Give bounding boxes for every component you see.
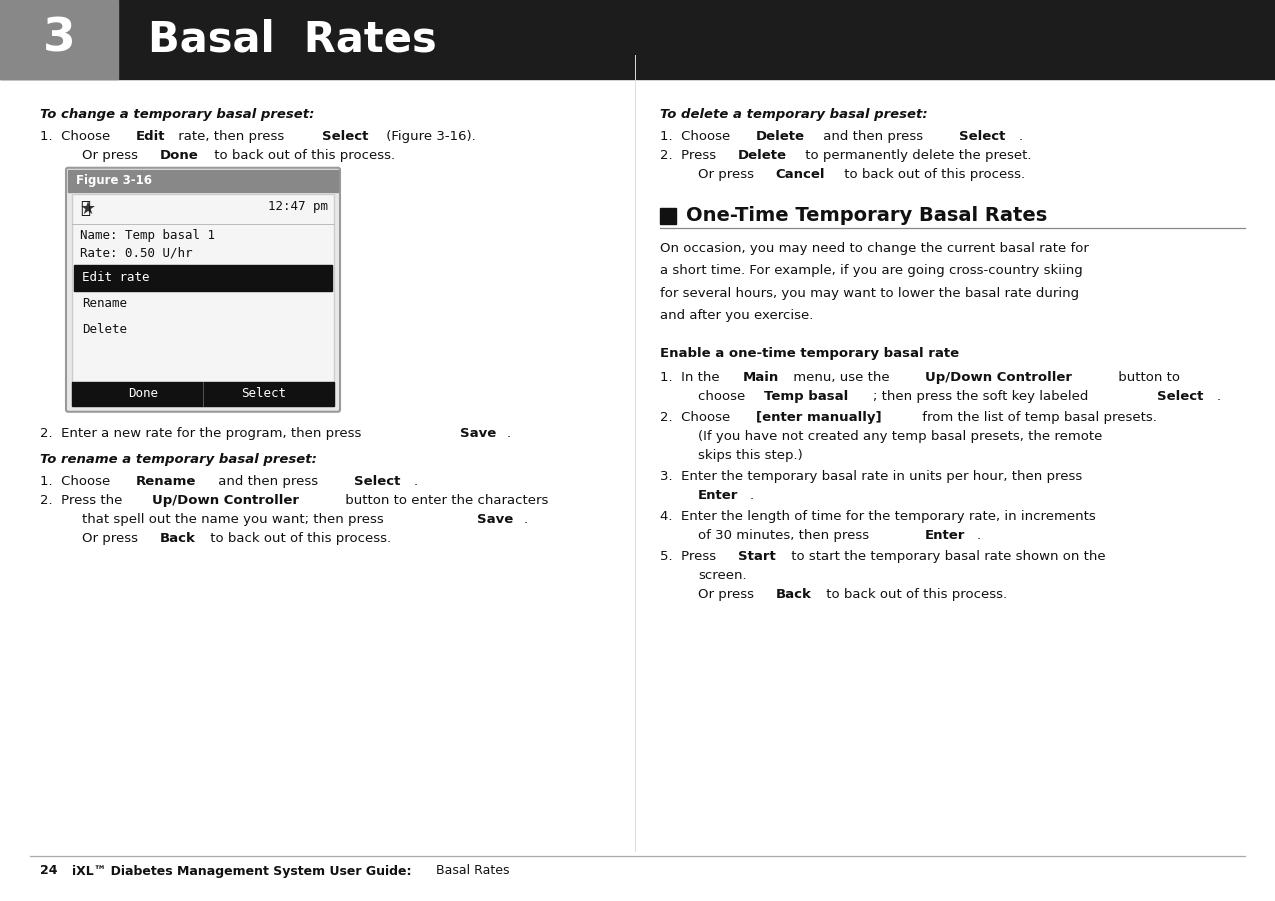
Text: to back out of this process.: to back out of this process. xyxy=(840,168,1025,181)
Text: Enable a one-time temporary basal rate: Enable a one-time temporary basal rate xyxy=(660,347,959,359)
Text: 1.  Choose: 1. Choose xyxy=(660,130,734,143)
Text: .: . xyxy=(1019,130,1023,143)
Bar xyxy=(71,194,334,405)
Text: .: . xyxy=(1216,390,1220,404)
Text: Done: Done xyxy=(128,387,158,400)
Text: 5.  Press: 5. Press xyxy=(660,550,720,563)
Text: Save: Save xyxy=(477,514,513,526)
Text: Save: Save xyxy=(460,427,496,440)
Text: To rename a temporary basal preset:: To rename a temporary basal preset: xyxy=(40,453,317,467)
Text: (If you have not created any temp basal presets, the remote: (If you have not created any temp basal … xyxy=(697,431,1103,443)
Text: Select: Select xyxy=(1156,390,1202,404)
Text: .: . xyxy=(977,529,980,542)
Text: button to: button to xyxy=(1114,371,1181,385)
Text: One-Time Temporary Basal Rates: One-Time Temporary Basal Rates xyxy=(686,206,1047,225)
Text: .: . xyxy=(413,476,418,488)
Text: 2.  Choose: 2. Choose xyxy=(660,412,734,424)
Text: Delete: Delete xyxy=(82,323,128,336)
Text: ; then press the soft key labeled: ; then press the soft key labeled xyxy=(873,390,1093,404)
Text: to back out of this process.: to back out of this process. xyxy=(822,588,1007,601)
Text: Rename: Rename xyxy=(136,476,196,488)
Text: a short time. For example, if you are going cross-country skiing: a short time. For example, if you are go… xyxy=(660,264,1082,278)
Text: to permanently delete the preset.: to permanently delete the preset. xyxy=(801,149,1031,162)
Text: Select: Select xyxy=(959,130,1006,143)
Text: to back out of this process.: to back out of this process. xyxy=(210,149,395,162)
Text: Done: Done xyxy=(159,149,199,162)
Bar xyxy=(74,265,332,291)
Text: and after you exercise.: and after you exercise. xyxy=(660,309,813,323)
Bar xyxy=(0,0,1275,79)
Text: Basal  Rates: Basal Rates xyxy=(148,19,437,60)
Text: Temp basal: Temp basal xyxy=(765,390,849,404)
Text: to back out of this process.: to back out of this process. xyxy=(207,532,391,545)
Bar xyxy=(660,208,676,223)
Text: Or press: Or press xyxy=(697,588,759,601)
Text: 3.  Enter the temporary basal rate in units per hour, then press: 3. Enter the temporary basal rate in uni… xyxy=(660,470,1082,483)
Text: 1.  Choose: 1. Choose xyxy=(40,476,115,488)
Text: that spell out the name you want; then press: that spell out the name you want; then p… xyxy=(82,514,388,526)
Text: Select: Select xyxy=(241,387,286,400)
Text: Up/Down Controller: Up/Down Controller xyxy=(152,495,298,507)
Text: skips this step.): skips this step.) xyxy=(697,450,803,462)
Text: Basal Rates: Basal Rates xyxy=(436,864,510,878)
Text: 2.  Enter a new rate for the program, then press: 2. Enter a new rate for the program, the… xyxy=(40,427,366,440)
Text: Start: Start xyxy=(738,550,775,563)
Text: of 30 minutes, then press: of 30 minutes, then press xyxy=(697,529,873,542)
Text: On occasion, you may need to change the current basal rate for: On occasion, you may need to change the … xyxy=(660,241,1089,255)
Text: Delete: Delete xyxy=(738,149,787,162)
Text: Or press: Or press xyxy=(697,168,759,181)
Text: iXL™ Diabetes Management System User Guide:: iXL™ Diabetes Management System User Gui… xyxy=(71,864,416,878)
Text: Enter: Enter xyxy=(924,529,965,542)
Text: to start the temporary basal rate shown on the: to start the temporary basal rate shown … xyxy=(787,550,1105,563)
Text: Cancel: Cancel xyxy=(775,168,825,181)
Text: .: . xyxy=(750,489,755,502)
Text: screen.: screen. xyxy=(697,569,747,582)
Text: 2.  Press the: 2. Press the xyxy=(40,495,126,507)
Text: menu, use the: menu, use the xyxy=(789,371,894,385)
Text: Rename: Rename xyxy=(82,297,128,310)
Bar xyxy=(71,382,334,405)
Text: Or press: Or press xyxy=(82,532,143,545)
Text: rate, then press: rate, then press xyxy=(175,130,288,143)
Text: Figure 3-16: Figure 3-16 xyxy=(76,174,152,187)
Text: 24: 24 xyxy=(40,864,70,878)
Text: 4.  Enter the length of time for the temporary rate, in increments: 4. Enter the length of time for the temp… xyxy=(660,510,1095,523)
Text: Main: Main xyxy=(742,371,779,385)
Text: 1.  In the: 1. In the xyxy=(660,371,724,385)
Text: for several hours, you may want to lower the basal rate during: for several hours, you may want to lower… xyxy=(660,287,1079,300)
Text: Back: Back xyxy=(775,588,812,601)
Text: Up/Down Controller: Up/Down Controller xyxy=(924,371,1071,385)
Text: 2.  Press: 2. Press xyxy=(660,149,720,162)
Text: To delete a temporary basal preset:: To delete a temporary basal preset: xyxy=(660,108,928,121)
Text: ★: ★ xyxy=(80,200,96,218)
Bar xyxy=(68,169,338,192)
Text: and then press: and then press xyxy=(820,130,928,143)
Bar xyxy=(71,194,334,405)
Text: Or press: Or press xyxy=(82,149,143,162)
Text: and then press: and then press xyxy=(214,476,323,488)
FancyBboxPatch shape xyxy=(66,168,340,412)
Text: [enter manually]: [enter manually] xyxy=(756,412,882,424)
Text: 1.  Choose: 1. Choose xyxy=(40,130,115,143)
Text: Enter: Enter xyxy=(697,489,738,502)
Text: Select: Select xyxy=(354,476,400,488)
Text: (Figure 3-16).: (Figure 3-16). xyxy=(381,130,476,143)
Text: choose: choose xyxy=(697,390,750,404)
Text: 12:47 pm: 12:47 pm xyxy=(268,200,328,213)
Text: 🏃: 🏃 xyxy=(80,199,91,217)
Text: Edit: Edit xyxy=(136,130,166,143)
Bar xyxy=(0,0,119,79)
Text: .: . xyxy=(524,514,528,526)
Text: Back: Back xyxy=(159,532,195,545)
Text: Select: Select xyxy=(321,130,368,143)
Text: Delete: Delete xyxy=(756,130,805,143)
Text: To change a temporary basal preset:: To change a temporary basal preset: xyxy=(40,108,315,121)
Text: from the list of temp basal presets.: from the list of temp basal presets. xyxy=(918,412,1158,424)
Text: Rate: 0.50 U/hr: Rate: 0.50 U/hr xyxy=(80,247,193,259)
Text: Edit rate: Edit rate xyxy=(82,271,149,284)
Text: button to enter the characters: button to enter the characters xyxy=(342,495,548,507)
Text: 3: 3 xyxy=(42,17,75,62)
Text: Name: Temp basal 1: Name: Temp basal 1 xyxy=(80,229,215,241)
Text: .: . xyxy=(507,427,511,440)
